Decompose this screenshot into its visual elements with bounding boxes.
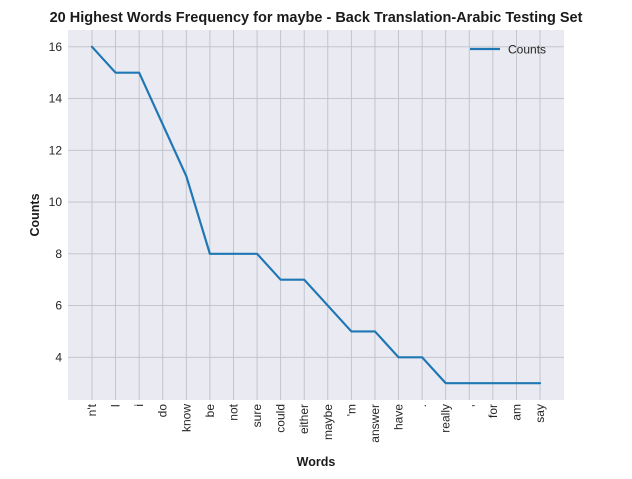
y-tick-label: 6 bbox=[55, 299, 62, 313]
y-tick-label: 8 bbox=[55, 247, 62, 261]
x-tick-label: i bbox=[132, 404, 146, 407]
x-tick-label: 'm bbox=[344, 404, 358, 416]
x-tick-label: do bbox=[156, 404, 170, 418]
y-tick-labels: 4 6 8 10 12 14 16 bbox=[49, 40, 63, 364]
x-tick-label: really bbox=[439, 404, 453, 433]
x-axis-label: Words bbox=[297, 455, 336, 469]
legend: Counts bbox=[470, 43, 546, 57]
x-tick-label: for bbox=[486, 404, 500, 418]
series-line-counts bbox=[90, 45, 542, 385]
y-tick-label: 12 bbox=[49, 143, 63, 157]
chart-title: 20 Highest Words Frequency for maybe - B… bbox=[50, 10, 583, 26]
x-tick-label: maybe bbox=[321, 404, 335, 440]
x-tick-label: sure bbox=[250, 404, 264, 428]
y-tick-label: 16 bbox=[49, 40, 63, 54]
x-tick-label: either bbox=[297, 404, 311, 434]
y-tick-label: 14 bbox=[49, 92, 63, 106]
plot-area bbox=[68, 30, 564, 400]
x-tick-label: I bbox=[109, 404, 123, 407]
x-tick-label: could bbox=[274, 404, 288, 433]
y-tick-label: 4 bbox=[55, 350, 62, 364]
x-tick-label: , bbox=[462, 404, 476, 407]
x-tick-label: not bbox=[226, 403, 240, 420]
x-tick-label: say bbox=[533, 404, 547, 423]
legend-label-counts: Counts bbox=[508, 43, 546, 57]
x-tick-label: have bbox=[392, 404, 406, 430]
x-tick-label: n't bbox=[85, 403, 99, 416]
x-tick-label: . bbox=[415, 404, 429, 407]
x-tick-label: be bbox=[203, 404, 217, 418]
x-tick-label: answer bbox=[368, 404, 382, 443]
x-tick-label: am bbox=[509, 404, 523, 421]
x-tick-label: know bbox=[179, 404, 193, 432]
y-tick-label: 10 bbox=[49, 195, 63, 209]
y-axis-label: Counts bbox=[28, 193, 42, 236]
